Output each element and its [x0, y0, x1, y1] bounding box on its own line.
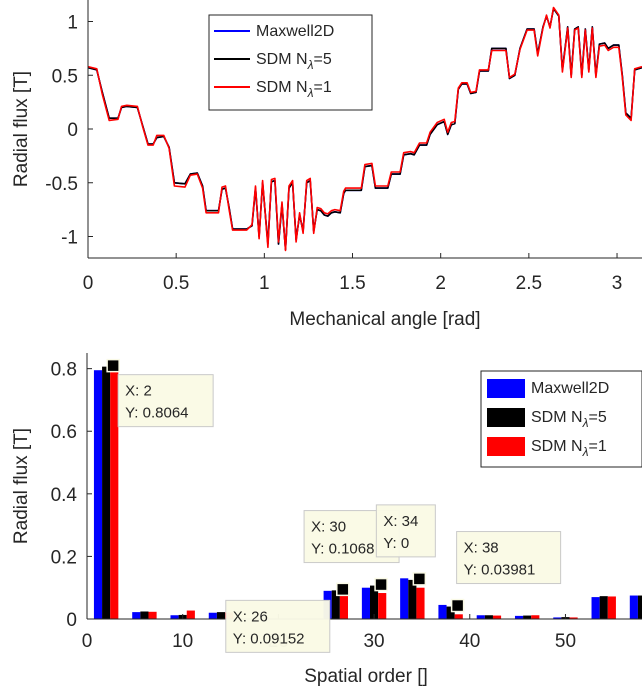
bar-0-0: [93, 370, 103, 619]
top-y-tick-label: 1: [67, 13, 78, 34]
bottom-legend: Maxwell2D SDM Nλ=5 SDM Nλ=1: [480, 370, 642, 468]
bar-3-0: [208, 612, 217, 619]
bar-1-2: [148, 611, 157, 619]
top-x-tick-label: 2.5: [516, 273, 542, 294]
top-y-tick-label: 0.5: [52, 66, 78, 87]
bar-2-2: [186, 610, 195, 619]
bar-9-0: [438, 604, 447, 619]
bar-11-0: [514, 615, 524, 619]
top-y-axis-label: Radial flux [T]: [11, 71, 32, 187]
bar-7-1: [370, 585, 379, 619]
bottom-x-tick-label: 30: [363, 631, 384, 652]
datatip-box: [456, 531, 562, 585]
datatip-marker: [336, 582, 350, 597]
top-y-tick-label: -1: [61, 228, 78, 249]
top-x-tick-label: 3: [612, 273, 623, 294]
bottom-legend-label: SDM Nλ=5: [531, 409, 607, 430]
bar-7-0: [361, 587, 371, 619]
bar-1-0: [132, 612, 141, 619]
bottom-y-tick-label: 0.4: [51, 485, 78, 506]
bottom-y-tick-label: 0.8: [51, 360, 77, 381]
bar-11-2: [531, 615, 540, 619]
bar-1-1: [140, 611, 149, 619]
datatip-y-text: Y: 0.03981: [464, 562, 536, 579]
bottom-legend-swatch: [487, 379, 525, 398]
datatip-marker: [374, 577, 388, 592]
bar-14-1: [637, 595, 642, 619]
bottom-x-tick-label: 0: [82, 631, 93, 652]
bottom-x-tick-label: 10: [172, 631, 193, 652]
bar-11-1: [523, 615, 532, 619]
bar-2-0: [170, 615, 179, 619]
bar-6-1: [331, 590, 340, 619]
bar-0-2: [110, 368, 119, 619]
datatip-x-text: X: 30: [311, 519, 346, 536]
bar-0-1: [102, 366, 111, 619]
datatip-x-text: X: 2: [125, 383, 152, 400]
top-x-tick-label: 1: [259, 273, 270, 294]
datatip-0: X: 2 Y: 0.8064: [106, 358, 214, 428]
top-legend-label: SDM Nλ=1: [256, 79, 332, 100]
bottom-x-tick-label: 50: [555, 631, 576, 652]
datatip-1: X: 26 Y: 0.09152: [225, 582, 350, 653]
datatip-y-text: Y: 0.09152: [233, 630, 305, 647]
datatip-marker: [450, 598, 465, 613]
bar-13-2: [607, 596, 616, 619]
datatip-marker: [106, 358, 120, 373]
datatip-box: [225, 599, 331, 653]
top-x-axis-label: Mechanical angle [rad]: [289, 309, 480, 330]
top-y-tick-label: -0.5: [45, 174, 78, 195]
bar-8-0: [400, 578, 409, 619]
top-series-line-2: [88, 6, 642, 252]
top-legend-label: Maxwell2D: [256, 23, 334, 40]
bar-14-0: [629, 595, 638, 619]
datatip-x-text: X: 34: [383, 513, 418, 530]
bottom-y-axis-label: Radial flux [T]: [11, 428, 32, 544]
datatip-3: X: 34 Y: 0: [375, 504, 436, 586]
bottom-legend-label: SDM Nλ=1: [531, 438, 607, 459]
datatip-4: X: 38 Y: 0.03981: [450, 531, 562, 613]
bar-12-0: [553, 617, 562, 619]
bottom-x-tick-label: 40: [459, 631, 480, 652]
top-legend-label: SDM Nλ=5: [256, 51, 332, 72]
bar-10-1: [484, 615, 493, 619]
datatip-box: [117, 374, 214, 428]
bottom-y-tick-label: 0: [66, 610, 77, 631]
bar-10-0: [476, 615, 485, 619]
datatip-y-text: Y: 0.1068: [311, 541, 374, 558]
bar-9-1: [446, 606, 455, 619]
datatip-marker: [412, 572, 427, 586]
top-x-tick-label: 2: [435, 273, 446, 294]
bar-10-2: [492, 615, 502, 619]
bottom-legend-label: Maxwell2D: [531, 380, 609, 397]
bottom-y-tick-label: 0.2: [51, 547, 77, 568]
bar-8-1: [408, 579, 417, 619]
top-legend: Maxwell2D SDM Nλ=5 SDM Nλ=1: [208, 14, 373, 111]
bar-13-1: [599, 596, 608, 619]
datatip-x-text: X: 38: [464, 540, 499, 557]
bottom-y-tick-label: 0.6: [51, 422, 77, 443]
top-x-tick-label: 1.5: [339, 273, 365, 294]
datatip-y-text: Y: 0: [383, 535, 409, 552]
top-x-tick-label: 0.5: [163, 273, 189, 294]
bar-6-2: [339, 591, 348, 619]
top-y-tick-label: 0: [67, 120, 78, 141]
bottom-x-axis-label: Spatial order []: [304, 666, 428, 687]
bar-7-2: [378, 593, 387, 619]
bottom-legend-swatch: [487, 408, 525, 427]
top-chart: 0 0.5 1 1.5 2 2.5 3 1 0.5 0 -0.5 -1 Mechanical angle…: [11, 0, 642, 330]
bar-8-2: [416, 587, 425, 619]
bottom-legend-swatch: [487, 437, 525, 456]
bar-3-1: [216, 612, 226, 619]
bar-9-2: [454, 614, 463, 619]
bar-13-0: [591, 597, 600, 619]
datatip-box: [375, 504, 436, 558]
bar-12-2: [569, 617, 578, 619]
top-x-tick-label: 0: [83, 273, 94, 294]
datatip-y-text: Y: 0.8064: [125, 405, 188, 422]
datatip-x-text: X: 26: [233, 608, 268, 625]
